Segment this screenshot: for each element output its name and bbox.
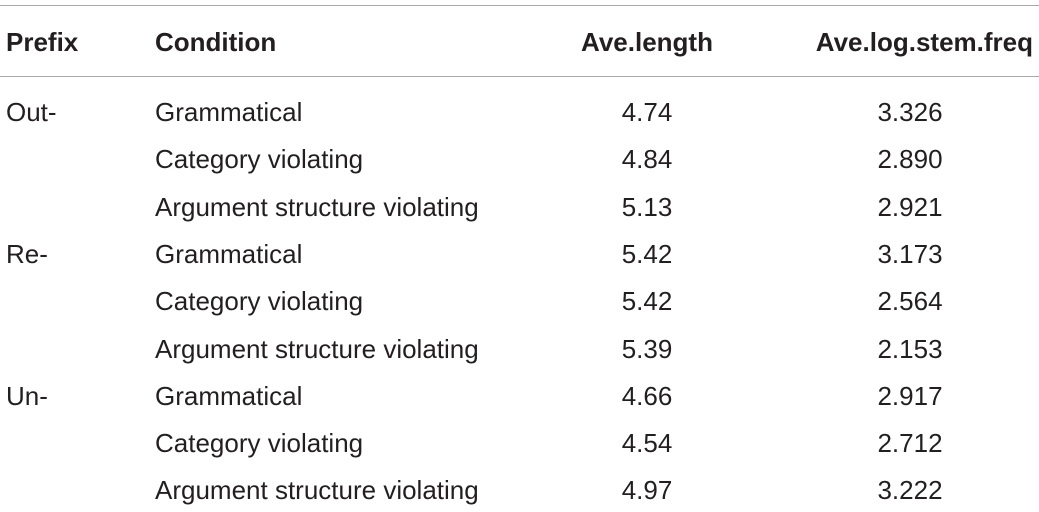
- length-cell: 5.13: [621, 191, 673, 222]
- condition-cell: Argument structure violating: [155, 191, 479, 222]
- condition-cell: Grammatical: [155, 238, 303, 269]
- condition-cell: Category violating: [155, 286, 364, 317]
- length-cell: 4.97: [621, 475, 673, 506]
- length-cell: 5.42: [621, 286, 673, 317]
- header-cell: Ave.length: [581, 27, 713, 57]
- header-cell: Ave.log.stem.freq: [815, 27, 1033, 57]
- freq-cell: 3.222: [877, 475, 943, 506]
- freq-cell: 2.890: [877, 144, 943, 175]
- header-cell: Prefix: [6, 27, 79, 57]
- condition-cell: Category violating: [155, 144, 364, 175]
- freq-cell: 2.712: [877, 428, 943, 459]
- prefix-cell: Out-: [6, 97, 57, 127]
- length-cell: 4.84: [621, 144, 673, 175]
- condition-cell: Argument structure violating: [155, 333, 479, 364]
- freq-cell: 3.326: [877, 97, 943, 127]
- length-cell: 5.42: [621, 238, 673, 269]
- condition-cell: Grammatical: [155, 97, 303, 127]
- condition-cell: Category violating: [155, 428, 364, 459]
- condition-cell: Grammatical: [155, 380, 303, 411]
- freq-cell: 2.153: [877, 333, 943, 364]
- length-cell: 4.54: [621, 428, 673, 459]
- freq-cell: 2.921: [877, 191, 943, 222]
- length-cell: 5.39: [621, 333, 673, 364]
- condition-cell: Argument structure violating: [155, 475, 479, 506]
- prefix-cell: Un-: [6, 380, 48, 411]
- freq-cell: 2.564: [877, 286, 943, 317]
- top-rule: [0, 5, 1039, 6]
- freq-cell: 3.173: [877, 238, 943, 269]
- length-cell: 4.74: [621, 97, 673, 127]
- header-rule: [0, 76, 1039, 77]
- freq-cell: 2.917: [877, 380, 943, 411]
- prefix-cell: Re-: [6, 238, 48, 269]
- header-cell: Condition: [155, 27, 277, 57]
- length-cell: 4.66: [621, 380, 673, 411]
